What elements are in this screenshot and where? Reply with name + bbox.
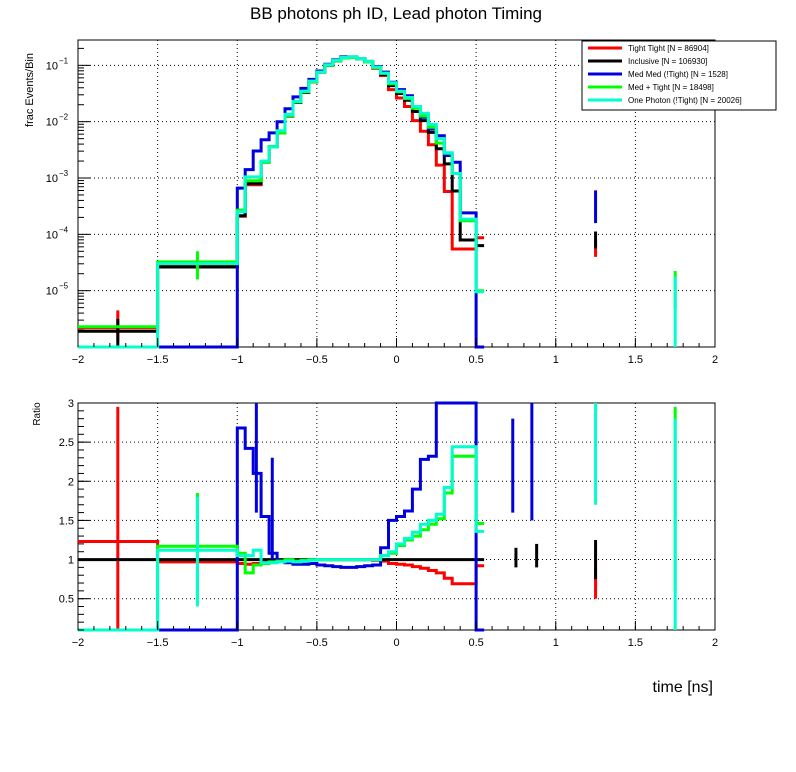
legend-label-tight-tight: Tight Tight [N = 86904]: [628, 44, 709, 53]
top-series-one-photon: [78, 55, 485, 349]
top-y-tick-exponent: −1: [59, 56, 69, 65]
legend: Tight Tight [N = 86904] Inclusive [N = 1…: [581, 40, 777, 111]
top-panel: −2 −1.5 −1 −0.5 0 0.5 1 1.5 210−510−410−310 −210−…: [24, 39, 777, 366]
legend-label-med-tight: Med + Tight [N = 18498]: [628, 83, 714, 92]
top-y-tick-label: 10: [46, 229, 58, 241]
ratio-x-tick-label: −1: [231, 637, 244, 649]
ratio-x-tick-label: 1: [553, 637, 559, 649]
ratio-y-tick-label: 1.5: [59, 515, 74, 527]
ratio-series-one-photon: [78, 445, 485, 632]
legend-entry-tight-tight: Tight Tight [N = 86904]: [588, 44, 709, 53]
top-x-tick-label: −1.5: [147, 354, 169, 366]
top-y-tick-label: 10: [46, 60, 58, 72]
top-x-tick-label: −0.5: [306, 354, 328, 366]
ratio-y-tick-label: 2.5: [59, 437, 74, 449]
ratio-y-tick-label: 2: [68, 476, 74, 488]
ratio-x-tick-label: −0.5: [306, 637, 328, 649]
top-x-tick-label: 0.5: [468, 354, 483, 366]
ratio-y-tick-label: 3: [68, 398, 74, 410]
legend-entry-med-tight: Med + Tight [N = 18498]: [588, 83, 714, 92]
top-x-tick-label: −1: [231, 354, 244, 366]
top-axes: −2 −1.5 −1 −0.5 0 0.5 1 1.5 210−510−410−310 −210−…: [46, 47, 718, 366]
ratio-x-tick-label: 0.5: [468, 637, 483, 649]
top-y-axis-label: frac Events/Bin: [24, 53, 36, 127]
top-y-tick-exponent: −2: [59, 113, 69, 122]
top-x-tick-label: 2: [712, 354, 718, 366]
top-x-tick-label: −2: [72, 354, 85, 366]
top-y-tick-exponent: −5: [59, 282, 69, 291]
top-x-tick-label: 1: [553, 354, 559, 366]
legend-label-one-photon: One Photon (!Tight) [N = 20026]: [628, 96, 742, 105]
top-y-tick-exponent: −3: [59, 169, 69, 178]
ratio-y-tick-label: 1: [68, 555, 74, 567]
x-axis-label: time [ns]: [653, 679, 713, 696]
legend-entry-med-med: Med Med (!Tight) [N = 1528]: [588, 70, 728, 79]
top-y-tick-label: 10: [46, 117, 58, 129]
ratio-x-tick-label: 1.5: [628, 637, 643, 649]
top-series: [78, 55, 677, 349]
chart-title: BB photons ph ID, Lead photon Timing: [250, 4, 542, 23]
ratio-axes: −2 −1.5 −1 −0.5 0 0.5 1 1.5 2 0.5 1 1.5 2 2.5 3: [59, 398, 718, 649]
top-y-tick-label: 10: [46, 286, 58, 298]
legend-entry-inclusive: Inclusive [N = 106930]: [588, 57, 707, 66]
legend-label-med-med: Med Med (!Tight) [N = 1528]: [628, 70, 728, 79]
ratio-panel: −2 −1.5 −1 −0.5 0 0.5 1 1.5 20.511.522.53 Ratio …: [32, 398, 718, 696]
ratio-series: [78, 401, 677, 632]
ratio-x-tick-label: 2: [712, 637, 718, 649]
ratio-y-axis-label: Ratio: [32, 402, 43, 426]
legend-label-inclusive: Inclusive [N = 106930]: [628, 57, 707, 66]
ratio-y-tick-label: 0.5: [59, 594, 74, 606]
ratio-x-tick-label: −1.5: [147, 637, 169, 649]
top-x-tick-label: 0: [393, 354, 399, 366]
ratio-x-tick-label: −2: [72, 637, 85, 649]
legend-entry-one-photon: One Photon (!Tight) [N = 20026]: [588, 96, 742, 105]
top-x-tick-label: 1.5: [628, 354, 643, 366]
top-y-tick-label: 10: [46, 173, 58, 185]
top-y-tick-exponent: −4: [59, 225, 69, 234]
ratio-x-tick-label: 0: [393, 637, 399, 649]
ratio-series-med-med: [78, 401, 485, 632]
